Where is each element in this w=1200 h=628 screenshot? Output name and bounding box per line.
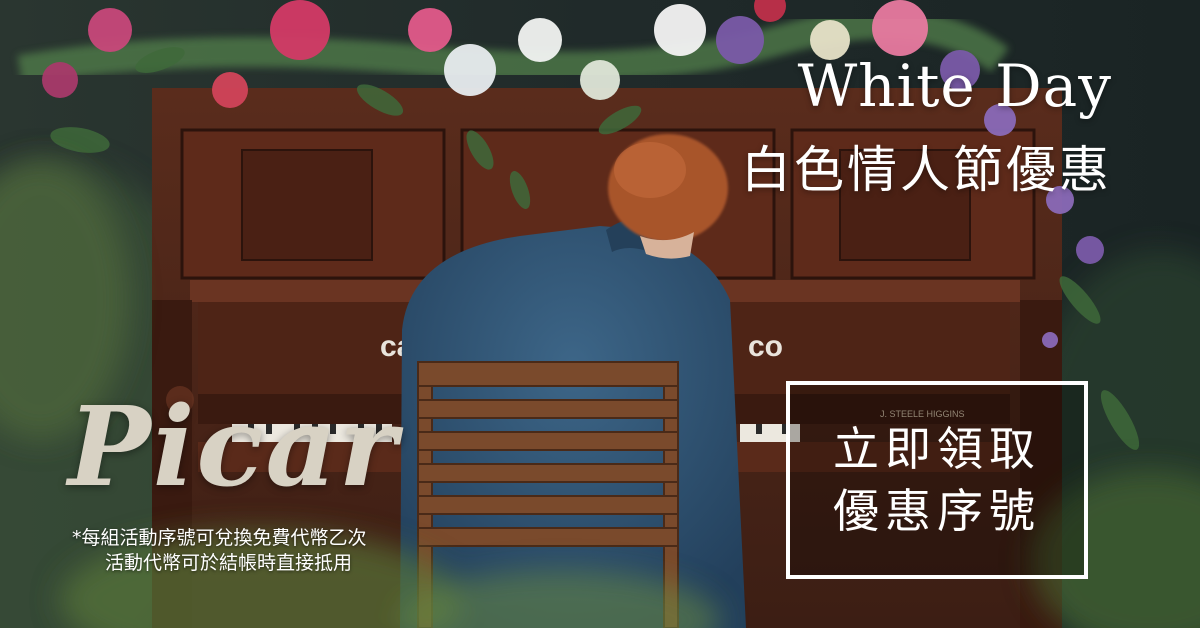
foreground-foliage	[0, 160, 1200, 628]
claim-coupon-button-line-1: 立即領取	[833, 422, 1041, 476]
piano-maker-plate: J. STEELE HIGGINS	[880, 409, 965, 419]
claim-coupon-button-line-2: 優惠序號	[833, 484, 1041, 538]
chair	[417, 361, 679, 628]
piano-brand-right: co	[748, 330, 783, 363]
claim-coupon-button[interactable]: 立即領取 優惠序號	[786, 381, 1088, 579]
flower-garland	[17, 0, 1140, 450]
